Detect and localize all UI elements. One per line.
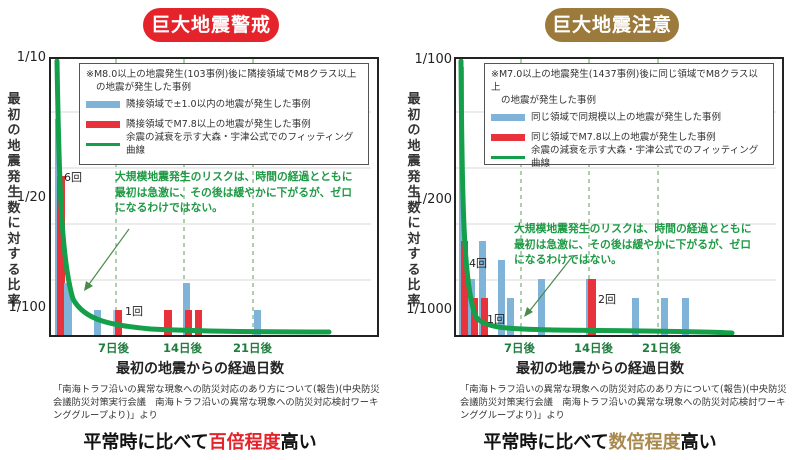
legend-label: 隣接領域でM7.8以上の地震が発生した事例 xyxy=(126,118,311,130)
legend-label: 同じ領域で同規模以上の地震が発生した事例 xyxy=(531,111,722,123)
count-label: 6回 xyxy=(64,171,82,184)
annotation-line: になるわけではない。 xyxy=(514,253,622,266)
annotation-line: 最初は急激に、その後は緩やかに下がるが、ゼロ xyxy=(115,185,352,199)
summary-highlight: 百倍程度 xyxy=(208,432,281,453)
advisory-legend: ※M7.0以上の地震発生(1437事例)後に同じ領域でM8クラス以上 の地震が発… xyxy=(484,63,774,169)
blue-swatch-icon xyxy=(86,100,120,108)
legend-label: 隣接領域で±1.0以内の地震が発生した事例 xyxy=(126,98,311,110)
count-label: 1回 xyxy=(125,305,143,318)
summary-pre: 平常時に比べて xyxy=(483,432,609,453)
red-swatch-icon xyxy=(86,120,120,128)
annotation-line: になるわけではない。 xyxy=(115,201,223,214)
blue-swatch-icon xyxy=(491,113,525,121)
x-tick-21d: 21日後 xyxy=(642,341,682,355)
legend-note: ※M7.0以上の地震発生(1437事例)後に同じ領域でM8クラス以上 の地震が発… xyxy=(491,68,767,107)
risk-annotation: 大規模地震発生のリスクは、時間の経過とともに 最初は急激に、その後は緩やかに下が… xyxy=(115,169,353,216)
x-tick-14d: 14日後 xyxy=(574,341,614,355)
y-tick-top: 1/10 xyxy=(16,50,46,65)
advisory-panel: 巨大地震注意 最初の地震発生数に対する比率 1/100 1/200 1/1000 xyxy=(400,0,800,460)
y-axis-label: 最初の地震発生数に対する比率 xyxy=(7,92,21,309)
summary-highlight: 数倍程度 xyxy=(608,432,681,453)
y-tick-top: 1/100 xyxy=(414,52,452,67)
y-axis-label: 最初の地震発生数に対する比率 xyxy=(407,92,421,309)
green-line-icon xyxy=(86,142,120,146)
x-tick-21d: 21日後 xyxy=(233,341,273,355)
legend-note-line1: ※M8.0以上の地震発生(103事例)後に隣接領域でM8クラス以上 xyxy=(86,69,357,80)
count-label: 4回 xyxy=(469,257,487,270)
advisory-badge: 巨大地震注意 xyxy=(545,8,679,42)
annotation-line: 大規模地震発生のリスクは、時間の経過とともに xyxy=(514,222,752,235)
y-tick-bottom: 1/1000 xyxy=(406,302,452,317)
x-tick-14d: 14日後 xyxy=(163,341,203,355)
y-tick-bottom: 1/100 xyxy=(8,300,46,315)
legend-note-line2: の地震が発生した事例 xyxy=(96,82,192,93)
warning-badge: 巨大地震警戒 xyxy=(143,8,279,42)
warning-chart: ※M8.0以上の地震発生(103事例)後に隣接領域でM8クラス以上 の地震が発生… xyxy=(49,57,379,337)
legend-item-green: 余震の減衰を示す大森・宇津公式でのフィッティング曲線 xyxy=(491,145,767,169)
count-label: 1回 xyxy=(487,313,505,326)
green-line-icon xyxy=(491,155,525,159)
legend-note-line2: の地震が発生した事例 xyxy=(501,95,597,106)
legend-item-red: 隣接領域でM7.8以上の地震が発生した事例 xyxy=(86,114,362,134)
legend-label: 余震の減衰を示す大森・宇津公式でのフィッティング曲線 xyxy=(126,132,354,156)
source-note: 「南海トラフ沿いの異常な現象への防災対応のあり方について(報告)(中央防災会議防… xyxy=(460,384,787,421)
legend-item-red: 同じ領域でM7.8以上の地震が発生した事例 xyxy=(491,127,767,147)
y-tick-mid: 1/20 xyxy=(16,190,46,205)
summary-post: 高い xyxy=(280,432,317,453)
advisory-chart-graphics xyxy=(456,59,776,335)
warning-panel: 巨大地震警戒 最初の地震発生数に対する比率 1/10 1/20 1/100 xyxy=(0,8,400,454)
source-note: 「南海トラフ沿いの異常な現象への防災対応のあり方について(報告)(中央防災会議防… xyxy=(53,384,380,421)
warning-legend: ※M8.0以上の地震発生(103事例)後に隣接領域でM8クラス以上 の地震が発生… xyxy=(79,63,369,165)
x-tick-7d: 7日後 xyxy=(98,341,130,355)
x-tick-7d: 7日後 xyxy=(504,341,536,355)
legend-label: 同じ領域でM7.8以上の地震が発生した事例 xyxy=(531,131,716,143)
y-tick-mid: 1/200 xyxy=(414,192,452,207)
x-axis-title: 最初の地震からの経過日数 xyxy=(516,361,684,377)
summary-post: 高い xyxy=(680,432,717,453)
legend-note-line1: ※M7.0以上の地震発生(1437事例)後に同じ領域でM8クラス以上 xyxy=(491,69,758,93)
summary-text: 平常時に比べて数倍程度高い xyxy=(400,428,800,454)
legend-item-blue: 同じ領域で同規模以上の地震が発生した事例 xyxy=(491,107,767,127)
count-label: 2回 xyxy=(598,293,616,306)
legend-item-blue: 隣接領域で±1.0以内の地震が発生した事例 xyxy=(86,94,362,114)
legend-note: ※M8.0以上の地震発生(103事例)後に隣接領域でM8クラス以上 の地震が発生… xyxy=(86,68,362,94)
annotation-line: 最初は急激に、その後は緩やかに下がるが、ゼロ xyxy=(514,237,751,251)
red-swatch-icon xyxy=(491,133,525,141)
risk-annotation: 大規模地震発生のリスクは、時間の経過とともに 最初は急激に、その後は緩やかに下が… xyxy=(514,221,752,268)
summary-text: 平常時に比べて百倍程度高い xyxy=(0,428,400,454)
x-axis-title: 最初の地震からの経過日数 xyxy=(116,361,284,377)
legend-label: 余震の減衰を示す大森・宇津公式でのフィッティング曲線 xyxy=(531,145,759,169)
legend-item-green: 余震の減衰を示す大森・宇津公式でのフィッティング曲線 xyxy=(86,132,362,156)
annotation-line: 大規模地震発生のリスクは、時間の経過とともに xyxy=(115,170,353,183)
warning-chart-graphics xyxy=(51,59,371,335)
summary-pre: 平常時に比べて xyxy=(83,432,209,453)
advisory-chart: ※M7.0以上の地震発生(1437事例)後に同じ領域でM8クラス以上 の地震が発… xyxy=(454,57,784,337)
